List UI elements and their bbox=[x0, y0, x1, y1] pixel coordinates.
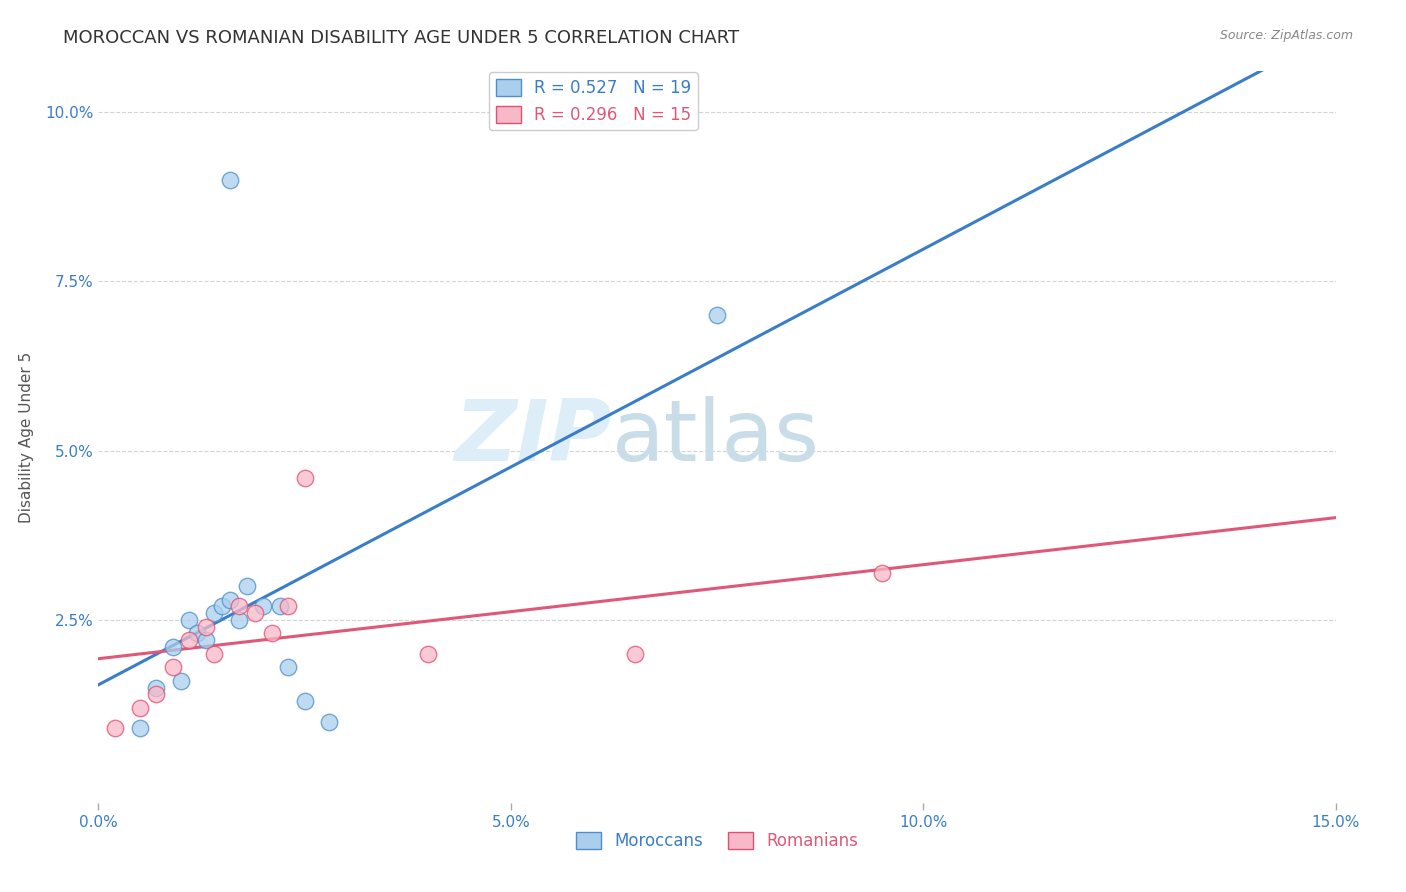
Point bbox=[179, 613, 201, 627]
Point bbox=[202, 647, 225, 661]
Text: atlas: atlas bbox=[612, 395, 820, 479]
Point bbox=[219, 172, 242, 186]
Point bbox=[870, 566, 893, 580]
Point bbox=[252, 599, 274, 614]
Point bbox=[145, 681, 167, 695]
Point bbox=[706, 308, 728, 322]
Point bbox=[128, 701, 150, 715]
Point bbox=[170, 673, 193, 688]
Point bbox=[277, 660, 299, 674]
Point bbox=[162, 640, 184, 654]
Text: Source: ZipAtlas.com: Source: ZipAtlas.com bbox=[1219, 29, 1353, 42]
Point bbox=[128, 721, 150, 735]
Point bbox=[260, 626, 283, 640]
Point bbox=[202, 606, 225, 620]
Point bbox=[236, 579, 259, 593]
Point bbox=[186, 626, 208, 640]
Point bbox=[228, 613, 250, 627]
Point bbox=[194, 620, 217, 634]
Point bbox=[104, 721, 127, 735]
Point bbox=[228, 599, 250, 614]
Point bbox=[145, 688, 167, 702]
Point bbox=[179, 633, 201, 648]
Point bbox=[219, 592, 242, 607]
Point bbox=[623, 647, 645, 661]
Text: ZIP: ZIP bbox=[454, 395, 612, 479]
Legend: Moroccans, Romanians: Moroccans, Romanians bbox=[569, 825, 865, 856]
Point bbox=[269, 599, 291, 614]
Point bbox=[243, 606, 266, 620]
Text: MOROCCAN VS ROMANIAN DISABILITY AGE UNDER 5 CORRELATION CHART: MOROCCAN VS ROMANIAN DISABILITY AGE UNDE… bbox=[63, 29, 740, 46]
Point bbox=[211, 599, 233, 614]
Point bbox=[294, 694, 316, 708]
Point bbox=[418, 647, 440, 661]
Point bbox=[162, 660, 184, 674]
Point bbox=[194, 633, 217, 648]
Y-axis label: Disability Age Under 5: Disability Age Under 5 bbox=[20, 351, 34, 523]
Point bbox=[294, 471, 316, 485]
Point bbox=[277, 599, 299, 614]
Point bbox=[318, 714, 340, 729]
